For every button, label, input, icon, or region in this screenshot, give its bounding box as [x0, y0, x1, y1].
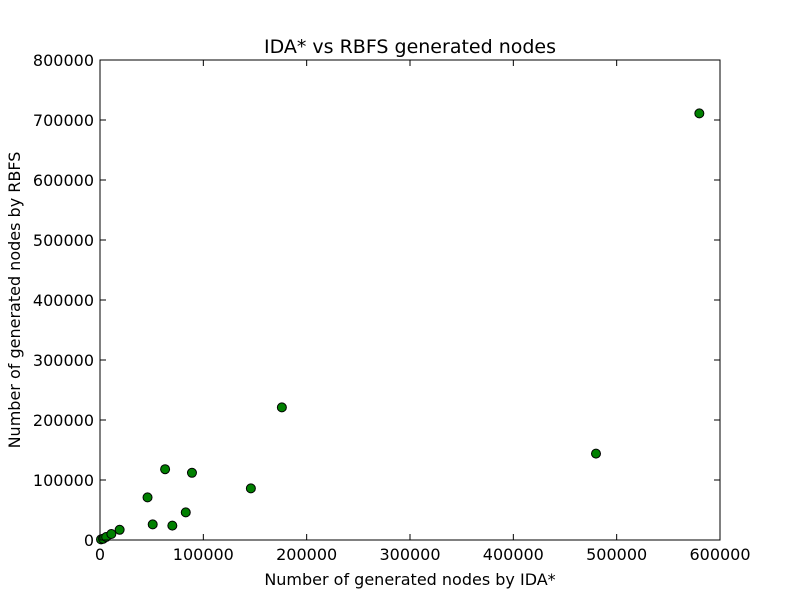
data-point	[142, 492, 153, 503]
x-tick-label: 200000	[276, 545, 337, 564]
y-tick-label: 600000	[33, 171, 94, 190]
x-tick-label: 400000	[483, 545, 544, 564]
data-point	[160, 464, 171, 475]
y-tick-label: 700000	[33, 111, 94, 130]
x-tick-label: 300000	[379, 545, 440, 564]
data-point	[694, 108, 705, 119]
data-point	[147, 519, 158, 530]
x-tick-label: 600000	[689, 545, 750, 564]
y-axis: 0 100000 200000 300000 400000 500000 600000 700…	[33, 51, 720, 550]
y-tick-label: 200000	[33, 411, 94, 430]
data-point	[180, 507, 191, 518]
chart-title: IDA* vs RBFS generated nodes	[264, 36, 556, 58]
y-tick-label: 300000	[33, 351, 94, 370]
y-tick-label: 500000	[33, 231, 94, 250]
x-axis-label: Number of generated nodes by IDA*	[264, 570, 555, 589]
data-point	[276, 402, 287, 413]
plot-area	[96, 108, 705, 545]
y-axis-label: Number of generated nodes by RBFS	[5, 152, 24, 449]
y-tick-label: 0	[84, 531, 94, 550]
y-tick-label: 800000	[33, 51, 94, 70]
x-tick-label: 100000	[173, 545, 234, 564]
x-axis: 0 100000 200000 300000 400000 500000 600000	[95, 60, 751, 564]
y-tick-label: 400000	[33, 291, 94, 310]
data-point	[245, 483, 256, 494]
data-point	[114, 524, 125, 535]
x-tick-label: 500000	[586, 545, 647, 564]
data-point	[106, 529, 117, 539]
y-tick-label: 100000	[33, 471, 94, 490]
data-point	[186, 467, 197, 478]
x-tick-label: 0	[95, 545, 105, 564]
data-point	[591, 448, 601, 459]
data-point	[167, 520, 178, 531]
